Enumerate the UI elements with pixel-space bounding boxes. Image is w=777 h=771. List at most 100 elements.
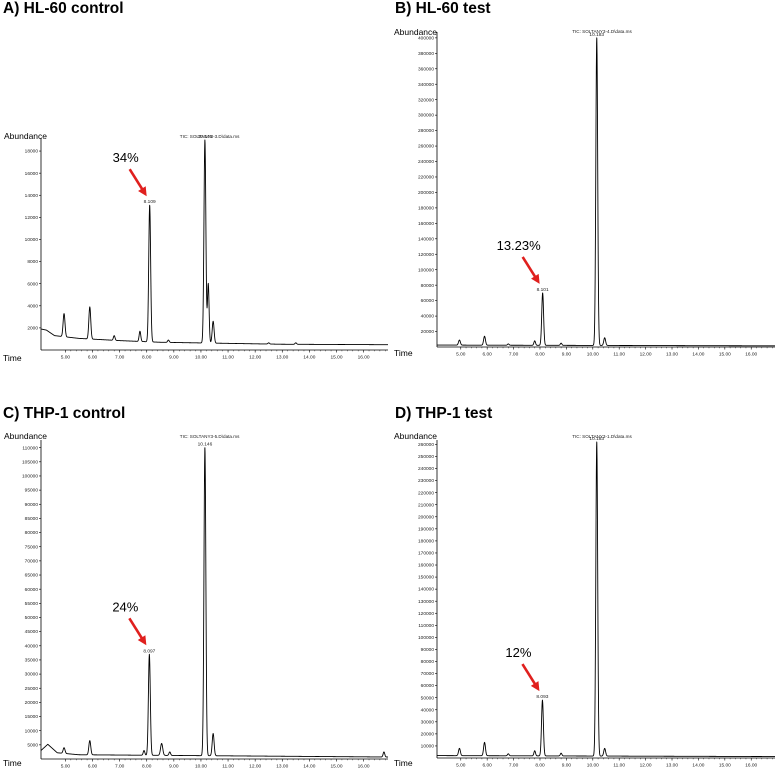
y-tick-label: 2000 — [27, 325, 38, 331]
y-tick-label: 95000 — [25, 488, 39, 494]
x-tick-label: 11.00 — [613, 763, 625, 769]
y-tick-label: 15000 — [25, 714, 39, 720]
y-tick-label: 220000 — [418, 175, 434, 181]
y-tick-label: 160000 — [418, 563, 434, 569]
y-tick-label: 50000 — [25, 615, 39, 621]
peak-retention-label: 8.109 — [144, 199, 156, 205]
x-tick-label: 9.00 — [169, 355, 179, 361]
y-tick-label: 4000 — [27, 303, 38, 309]
x-tick-label: 8.00 — [142, 764, 152, 770]
x-axis-label: Time — [3, 758, 22, 768]
x-tick-label: 9.00 — [562, 352, 572, 358]
percentage-annotation: 24% — [112, 599, 138, 614]
x-tick-label: 16.00 — [745, 352, 757, 358]
annotation-arrow-head — [531, 273, 540, 284]
y-tick-label: 380000 — [418, 51, 434, 57]
y-tick-label: 40000 — [421, 314, 435, 320]
x-tick-label: 5.00 — [61, 355, 71, 361]
x-tick-label: 14.00 — [692, 352, 704, 358]
y-tick-label: 6000 — [27, 281, 38, 287]
y-tick-label: 20000 — [421, 731, 435, 737]
y-tick-label: 130000 — [418, 599, 434, 605]
percentage-annotation: 34% — [113, 150, 139, 165]
y-tick-label: 10000 — [25, 728, 39, 734]
y-tick-label: 120000 — [418, 611, 434, 617]
x-axis-label: Time — [394, 758, 413, 768]
y-tick-label: 320000 — [418, 97, 434, 103]
x-tick-label: 7.00 — [115, 355, 125, 361]
panel-title: C) THP-1 control — [3, 405, 125, 422]
y-tick-label: 140000 — [418, 587, 434, 593]
x-tick-label: 8.00 — [142, 355, 152, 361]
chromatogram-panel-d: D) THP-1 test Abundance Time TIC: SOLTANY3-… — [394, 405, 776, 769]
x-tick-label: 12.00 — [640, 763, 652, 769]
y-tick-label: 230000 — [418, 478, 434, 484]
x-tick-label: 15.00 — [719, 763, 731, 769]
x-tick-label: 6.00 — [88, 764, 98, 770]
y-tick-label: 12000 — [25, 215, 39, 221]
x-tick-label: 13.00 — [276, 764, 288, 770]
y-tick-label: 140000 — [418, 236, 434, 242]
y-tick-label: 40000 — [25, 643, 39, 649]
x-tick-label: 8.00 — [535, 763, 545, 769]
annotation-arrow-head — [530, 681, 540, 692]
chromatogram-panel-a: A) HL-60 control Abundance Time TIC: SOLTAN… — [3, 0, 389, 363]
x-tick-label: 5.00 — [456, 763, 466, 769]
y-tick-label: 70000 — [421, 671, 435, 677]
y-tick-label: 75000 — [25, 544, 39, 550]
x-tick-label: 15.00 — [330, 355, 342, 361]
y-tick-label: 90000 — [421, 647, 435, 653]
x-tick-label: 9.00 — [562, 763, 572, 769]
y-tick-label: 10000 — [25, 237, 39, 243]
tic-label: TIC: SOLTANY3-4.D\data.ms — [572, 29, 632, 34]
y-tick-label: 30000 — [421, 719, 435, 725]
x-tick-label: 7.00 — [115, 764, 125, 770]
tic-label: TIC: SOLTANY3-5.D\data.ms — [180, 434, 240, 439]
y-tick-label: 150000 — [418, 575, 434, 581]
x-tick-label: 10.00 — [195, 764, 207, 770]
y-tick-label: 30000 — [25, 672, 39, 678]
x-tick-label: 15.00 — [719, 352, 731, 358]
y-tick-label: 200000 — [418, 190, 434, 196]
annotation-arrow-shaft — [128, 617, 144, 641]
x-tick-label: 14.00 — [692, 763, 704, 769]
y-tick-label: 160000 — [418, 221, 434, 227]
y-tick-label: 16000 — [25, 171, 39, 177]
x-tick-label: 10.00 — [587, 352, 599, 358]
tic-label: TIC: SOLTANY3-1.D\data.ms — [572, 434, 632, 439]
x-tick-label: 12.00 — [249, 764, 261, 770]
y-tick-label: 260000 — [418, 442, 434, 448]
x-tick-label: 11.00 — [222, 355, 234, 361]
y-tick-label: 20000 — [25, 700, 39, 706]
y-tick-label: 40000 — [421, 707, 435, 713]
percentage-annotation: 13.23% — [497, 238, 542, 253]
panel-title: A) HL-60 control — [3, 0, 124, 17]
x-tick-label: 15.00 — [330, 764, 342, 770]
tic-trace — [40, 447, 389, 758]
y-tick-label: 60000 — [421, 683, 435, 689]
x-tick-label: 16.00 — [358, 764, 370, 770]
y-tick-label: 60000 — [421, 298, 435, 304]
y-axis-label: Abundance — [394, 27, 437, 37]
y-tick-label: 190000 — [418, 526, 434, 532]
y-tick-label: 100000 — [418, 267, 434, 273]
x-tick-label: 6.00 — [483, 763, 493, 769]
y-axis-label: Abundance — [4, 131, 47, 141]
y-tick-label: 80000 — [25, 530, 39, 536]
y-tick-label: 200000 — [418, 514, 434, 520]
y-tick-label: 100000 — [418, 635, 434, 641]
y-tick-label: 5000 — [27, 742, 38, 748]
x-tick-label: 7.00 — [509, 352, 519, 358]
x-tick-label: 13.00 — [666, 763, 678, 769]
y-tick-label: 210000 — [418, 502, 434, 508]
peak-retention-label: 8.093 — [536, 694, 548, 700]
annotation-arrow-shaft — [521, 663, 538, 687]
y-tick-label: 14000 — [25, 193, 39, 199]
y-axis-label: Abundance — [4, 431, 47, 441]
x-tick-label: 14.00 — [303, 355, 315, 361]
y-tick-label: 280000 — [418, 128, 434, 134]
annotation-arrow-shaft — [521, 256, 538, 280]
x-tick-label: 7.00 — [509, 763, 519, 769]
peak-retention-label: 10.183 — [589, 436, 604, 442]
panel-title: D) THP-1 test — [395, 405, 492, 422]
